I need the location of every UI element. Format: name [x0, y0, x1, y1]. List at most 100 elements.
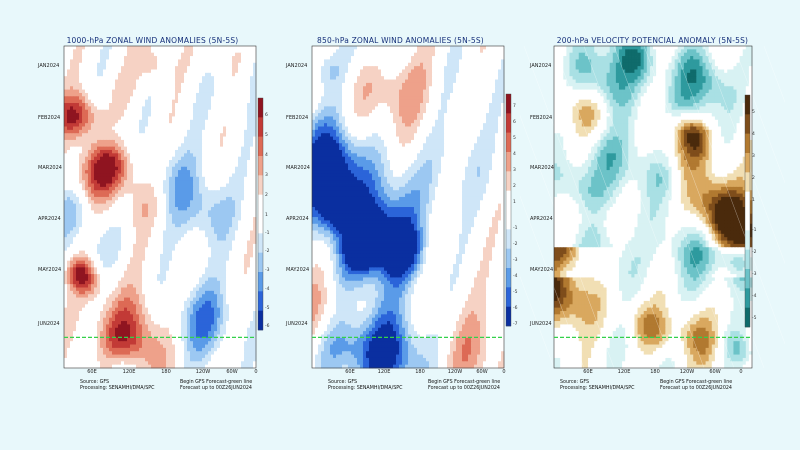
heatmap-cell [166, 280, 170, 285]
heatmap-cell [139, 136, 143, 141]
heatmap-cell [154, 82, 158, 87]
heatmap-cell [205, 173, 209, 178]
heatmap-cell [205, 196, 209, 201]
heatmap-cell [85, 203, 89, 208]
heatmap-cell [79, 207, 83, 211]
heatmap-cell [145, 277, 149, 282]
heatmap-cell [136, 250, 140, 255]
heatmap-cell [244, 267, 248, 272]
heatmap-cell [226, 223, 230, 228]
heatmap-cell [73, 297, 77, 302]
heatmap-cell [181, 82, 185, 87]
heatmap-cell [82, 143, 86, 148]
heatmap-cell [124, 210, 128, 215]
heatmap-cell [202, 193, 206, 198]
heatmap-cell [250, 260, 254, 265]
heatmap-cell [193, 56, 197, 60]
heatmap-cell [136, 183, 140, 188]
heatmap-cell [127, 220, 131, 225]
heatmap-cell [145, 56, 149, 60]
heatmap-cell [124, 46, 128, 50]
heatmap-cell [229, 170, 233, 174]
heatmap-cell [118, 56, 122, 60]
heatmap-cell [235, 89, 239, 94]
heatmap-cell [139, 163, 143, 168]
heatmap-cell [193, 203, 197, 208]
heatmap-cell [91, 213, 95, 218]
heatmap-cell [223, 52, 227, 57]
heatmap-cell [97, 143, 101, 148]
heatmap-cell [190, 86, 194, 90]
heatmap-cell [235, 267, 239, 272]
heatmap-cell [193, 243, 197, 248]
heatmap-cell [211, 290, 215, 295]
heatmap-cell [163, 176, 167, 181]
heatmap-cell [91, 233, 95, 238]
heatmap-cell [220, 280, 224, 285]
heatmap-cell [91, 260, 95, 265]
heatmap-cell [124, 109, 128, 114]
heatmap-cell [250, 223, 254, 228]
heatmap-cell [160, 170, 164, 174]
heatmap-cell [82, 240, 86, 245]
heatmap-cell [214, 294, 218, 298]
heatmap-cell [163, 163, 167, 168]
heatmap-cell [217, 160, 221, 164]
heatmap-cell [112, 264, 116, 268]
heatmap-cell [88, 287, 92, 292]
heatmap-cell [190, 46, 194, 50]
heatmap-cell [220, 223, 224, 228]
heatmap-cell [229, 89, 233, 94]
heatmap-cell [235, 116, 239, 121]
heatmap-cell [190, 176, 194, 181]
heatmap-cell [160, 96, 164, 101]
heatmap-cell [169, 156, 173, 161]
heatmap-cell [208, 59, 212, 64]
heatmap-cell [196, 203, 200, 208]
heatmap-cell [226, 253, 230, 258]
heatmap-cell [157, 186, 161, 191]
heatmap-cell [157, 69, 161, 74]
heatmap-cell [127, 300, 131, 305]
heatmap-cell [73, 260, 77, 265]
heatmap-cell [151, 207, 155, 211]
heatmap-cell [226, 123, 230, 127]
heatmap-cell [76, 237, 80, 241]
heatmap-cell [142, 126, 146, 131]
heatmap-cell [244, 133, 248, 137]
heatmap-cell [112, 207, 116, 211]
heatmap-cell [166, 297, 170, 302]
heatmap-cell [250, 176, 254, 181]
heatmap-cell [229, 86, 233, 90]
heatmap-cell [94, 103, 98, 107]
heatmap-cell [238, 247, 242, 251]
heatmap-cell [163, 290, 167, 295]
heatmap-cell [88, 66, 92, 70]
heatmap-cell [214, 163, 218, 168]
heatmap-cell [208, 280, 212, 285]
heatmap-cell [184, 89, 188, 94]
heatmap-cell [235, 173, 239, 178]
heatmap-cell [190, 163, 194, 168]
heatmap-cell [199, 304, 203, 309]
heatmap-cell [85, 170, 89, 174]
heatmap-cell [238, 113, 242, 117]
heatmap-cell [79, 92, 83, 97]
heatmap-cell [94, 59, 98, 64]
heatmap-cell [73, 72, 77, 77]
heatmap-cell [157, 223, 161, 228]
heatmap-cell [214, 106, 218, 111]
heatmap-cell [82, 82, 86, 87]
heatmap-cell [223, 133, 227, 137]
heatmap-cell [193, 59, 197, 64]
heatmap-cell [106, 227, 110, 231]
heatmap-cell [82, 56, 86, 60]
heatmap-cell [85, 290, 89, 295]
heatmap-cell [163, 136, 167, 141]
heatmap-cell [193, 220, 197, 225]
heatmap-cell [166, 220, 170, 225]
heatmap-cell [250, 66, 254, 70]
heatmap-cell [253, 82, 257, 87]
heatmap-cell [115, 109, 119, 114]
heatmap-cell [91, 270, 95, 275]
